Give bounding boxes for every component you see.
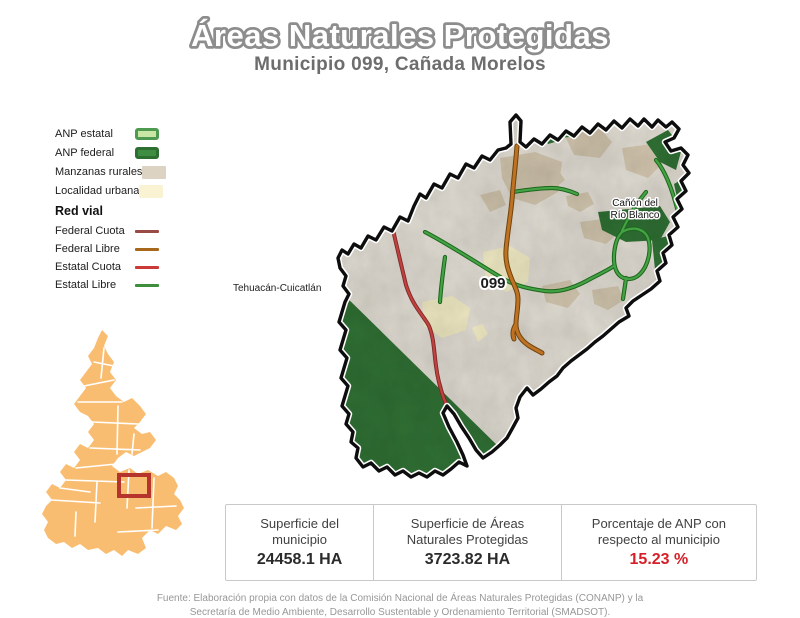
page-title: Áreas Naturales Protegidas [188,15,611,56]
municipality-highlight-box [117,473,151,498]
legend-item-estatal-libre: Estatal Libre [55,279,159,291]
neighbor-area-label: Tehuacán-Cuicatlán [233,283,322,294]
legend-item-federal-cuota: Federal Cuota [55,225,159,237]
stat-municipal-area: Superficie del municipio 24458.1 HA [226,505,373,580]
legend-label: ANP estatal [55,128,113,140]
stat-value: 3723.82 HA [424,551,511,569]
anp-federal-swatch [135,147,159,159]
road-estatal-cuota [386,206,448,406]
legend-item-federal-libre: Federal Libre [55,243,159,255]
legend-roads-header: Red vial [55,204,103,218]
legend-label: Estatal Cuota [55,261,122,273]
federal-cuota-line-swatch [135,229,159,233]
legend-item-localidad-urbana: Localidad urbana [55,184,164,198]
estatal-cuota-line-swatch [135,265,159,269]
page-subtitle: Municipio 099, Cañada Morelos [254,54,546,75]
stat-anp-percentage: Porcentaje de ANP con respecto al munici… [560,505,756,580]
legend-item-anp-federal: ANP federal [55,146,159,160]
stat-label: Superficie de Áreas Naturales Protegidas [406,515,529,547]
legend-label: Manzanas rurales [55,166,143,178]
state-shape [42,330,184,556]
stat-label: Porcentaje de ANP con respecto al munici… [591,515,726,547]
stat-label: Superficie del municipio [260,515,339,547]
legend: ANP estatal ANP federal Manzanas rurales… [55,127,167,297]
estatal-libre-line-swatch [135,283,159,287]
anp-estatal-swatch [135,128,159,140]
state-municipal-borders [51,347,177,537]
legend-label: Federal Libre [55,243,120,255]
legend-item-estatal-cuota: Estatal Cuota [55,261,159,273]
anp-label-line2: Río Blanco [611,210,660,221]
municipality-id-label: 099 [480,275,505,292]
source-line-2: Secretaría de Medio Ambiente, Desarrollo… [189,606,611,618]
legend-label: Localidad urbana [55,185,140,197]
stat-value: 24458.1 HA [256,551,343,569]
manzanas-rurales-swatch [142,165,167,179]
legend-item-manzanas-rurales: Manzanas rurales [55,165,167,179]
legend-label: Estatal Libre [55,279,117,291]
stat-anp-area: Superficie de Áreas Naturales Protegidas… [373,505,561,580]
municipality-map: 099 Cañón del Río Blanco [330,100,710,495]
state-locator-map [42,330,184,556]
road-federal-libre [503,143,545,356]
anp-label-line1: Cañón del [612,198,658,209]
legend-label: Federal Cuota [55,225,125,237]
map-layers [338,115,689,477]
federal-libre-line-swatch [135,247,159,251]
stats-panel: Superficie del municipio 24458.1 HA Supe… [225,504,757,581]
source-note: Fuente: Elaboración propia con datos de … [0,592,800,618]
legend-item-anp-estatal: ANP estatal [55,127,159,141]
source-line-1: Fuente: Elaboración propia con datos de … [156,593,644,604]
title-text: Áreas Naturales Protegidas [191,18,609,53]
localidad-urbana-swatch [139,184,164,198]
anp-area-label: Cañón del Río Blanco [609,197,661,223]
stat-value: 15.23 % [629,551,689,569]
legend-label: ANP federal [55,147,115,159]
